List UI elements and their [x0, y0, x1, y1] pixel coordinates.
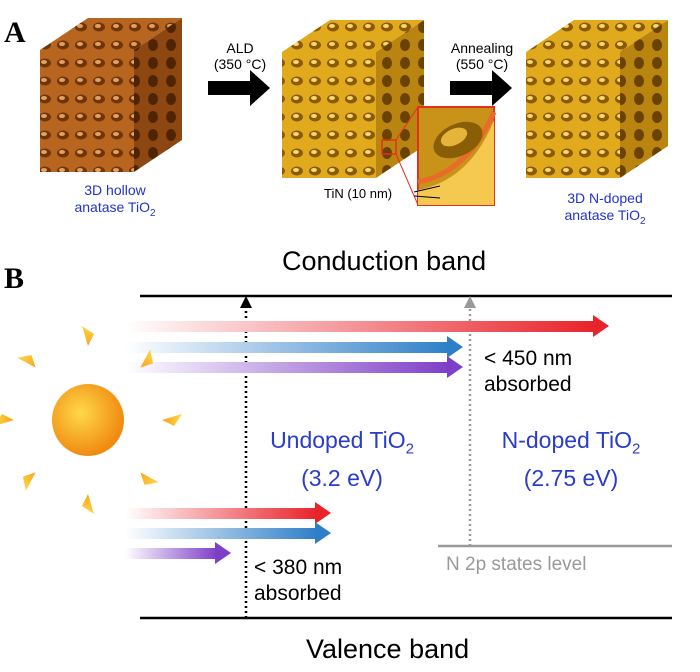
absorb-380-line2: absorbed: [254, 582, 342, 605]
absorb-450-line1: < 450 nm: [484, 347, 573, 370]
annealing-arrow-icon: [450, 70, 512, 106]
n-doped-cube-caption-sub: 2: [639, 215, 646, 227]
ald-arrow-icon: [208, 70, 270, 106]
n-doped-cube-caption-line2: anatase TiO: [564, 207, 640, 223]
hollow-cube-caption-line2: anatase TiO: [74, 199, 150, 215]
absorb-450-label: < 450 nm absorbed: [484, 346, 572, 398]
hollow-cube-caption-line1: 3D hollow: [84, 182, 146, 198]
hollow-cube-caption-sub: 2: [149, 207, 156, 219]
n-doped-cube-caption-line1: 3D N-doped: [567, 190, 643, 206]
panel-b-label: B: [4, 262, 25, 295]
annealing-temperature: (550 °C): [455, 56, 509, 72]
tin-coated-cube-icon: [282, 20, 424, 178]
light-arrows-upper: [125, 315, 609, 378]
undoped-tio2-label: Undoped TiO2 (3.2 eV): [256, 426, 428, 492]
conduction-band-label: Conduction band: [282, 246, 487, 276]
n-doped-tio2-sub: 2: [632, 440, 641, 458]
absorb-380-label: < 380 nm absorbed: [254, 555, 342, 607]
ald-step-label: ALD (350 °C): [200, 40, 280, 72]
ald-label: ALD: [226, 40, 254, 56]
valence-band-label: Valence band: [306, 634, 470, 664]
n-doped-band-gap: (2.75 eV): [523, 464, 619, 491]
n-doped-cube-icon: [526, 20, 668, 178]
absorb-380-line1: < 380 nm: [254, 556, 343, 579]
n-doped-cube-caption: 3D N-doped anatase TiO2: [540, 190, 670, 230]
ald-temperature: (350 °C): [213, 56, 267, 72]
n-doped-tio2-label: N-doped TiO2 (2.75 eV): [484, 426, 658, 492]
hollow-cube-icon: [40, 18, 182, 172]
undoped-tio2-name: Undoped TiO: [270, 427, 406, 453]
tin-layer-inset: [395, 106, 497, 206]
hollow-cube-caption: 3D hollow anatase TiO2: [50, 182, 180, 222]
panel-a-label: A: [4, 16, 26, 49]
undoped-band-gap: (3.2 eV): [301, 464, 383, 491]
n2p-states-label: N 2p states level: [446, 554, 587, 575]
undoped-tio2-sub: 2: [405, 440, 414, 458]
annealing-step-label: Annealing (550 °C): [436, 40, 528, 72]
light-arrows-lower: [125, 502, 331, 564]
absorb-450-line2: absorbed: [484, 373, 572, 396]
n-doped-tio2-name: N-doped TiO: [501, 427, 633, 453]
sun-icon: [0, 326, 182, 514]
tin-label: TiN (10 nm): [324, 186, 393, 201]
annealing-label: Annealing: [450, 40, 514, 56]
